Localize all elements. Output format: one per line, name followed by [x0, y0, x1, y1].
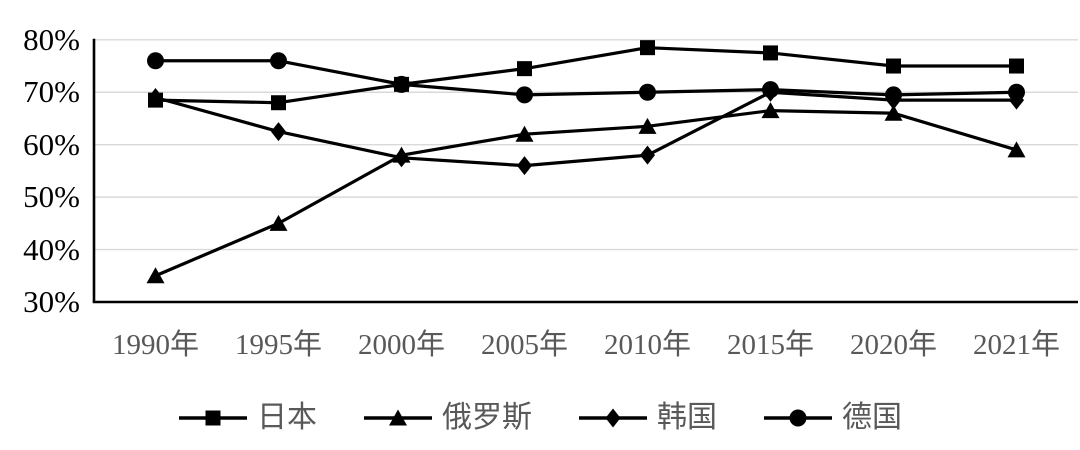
- x-axis-tick-label: 2015年: [726, 329, 814, 361]
- series-germany-line: [153, 59, 1019, 97]
- triangle-marker: [1007, 141, 1026, 158]
- series-korea-line: [153, 90, 1019, 168]
- y-axis-tick-label: 30%: [23, 284, 80, 319]
- y-axis-tick-label: 70%: [23, 74, 80, 110]
- x-axis-tick-label: 2000年: [357, 329, 445, 361]
- circle-marker: [885, 86, 902, 104]
- triangle-marker: [638, 117, 657, 134]
- legend-item-label: 俄罗斯: [442, 401, 532, 434]
- series-japan-line: [153, 46, 1019, 105]
- legend-item-label: 德国: [842, 401, 902, 434]
- legend-diamond-marker-icon: [579, 408, 647, 428]
- legend-item-label: 韩国: [657, 401, 717, 434]
- square-marker: [517, 61, 532, 77]
- y-axis-tick-label: 40%: [23, 231, 80, 267]
- diamond-marker: [517, 156, 532, 176]
- square-marker: [640, 40, 655, 56]
- x-axis-tick-label: 2021年: [972, 329, 1060, 361]
- square-marker: [271, 95, 286, 111]
- triangle-marker: [515, 125, 534, 142]
- x-axis-tick-label: 1990年: [111, 329, 199, 361]
- y-axis-tick-label: 50%: [23, 179, 80, 215]
- x-axis-tick-label: 2005年: [480, 329, 568, 361]
- series-russia-line: [153, 108, 1019, 278]
- circle-marker: [270, 52, 287, 70]
- diamond-marker: [394, 148, 409, 168]
- x-axis-tick-label: 1995年: [234, 329, 322, 361]
- triangle-marker: [146, 267, 165, 284]
- circle-marker: [762, 81, 779, 99]
- square-marker: [886, 58, 901, 74]
- square-marker: [1009, 58, 1024, 74]
- y-axis-tick-label: 80%: [23, 21, 80, 57]
- diamond-marker: [271, 122, 286, 142]
- y-axis-tick-label: 60%: [23, 126, 80, 162]
- legend-item-label: 日本: [257, 401, 317, 434]
- x-axis-tick-label: 2020年: [849, 329, 937, 361]
- square-marker: [394, 76, 409, 92]
- diamond-marker: [640, 145, 655, 165]
- legend-item-korea: 韩国: [578, 398, 717, 438]
- square-marker: [763, 45, 778, 61]
- circle-marker: [639, 83, 656, 101]
- triangle-marker: [884, 104, 903, 121]
- legend-circle-marker-icon: [764, 409, 832, 427]
- legend: 日本 俄罗斯 韩国 德国: [0, 398, 1080, 438]
- triangle-marker: [761, 102, 780, 119]
- x-axis-tick-label: 2010年: [603, 329, 691, 361]
- triangle-marker: [269, 214, 288, 231]
- legend-item-japan: 日本: [178, 398, 317, 438]
- legend-item-germany: 德国: [763, 398, 902, 438]
- square-marker: [148, 92, 163, 108]
- series-japan-markers: [148, 40, 1024, 111]
- circle-marker: [516, 86, 533, 104]
- legend-square-marker-icon: [179, 410, 247, 426]
- circle-marker: [1008, 83, 1025, 101]
- circle-marker: [147, 52, 164, 70]
- legend-item-russia: 俄罗斯: [363, 398, 532, 438]
- legend-triangle-marker-icon: [364, 409, 432, 426]
